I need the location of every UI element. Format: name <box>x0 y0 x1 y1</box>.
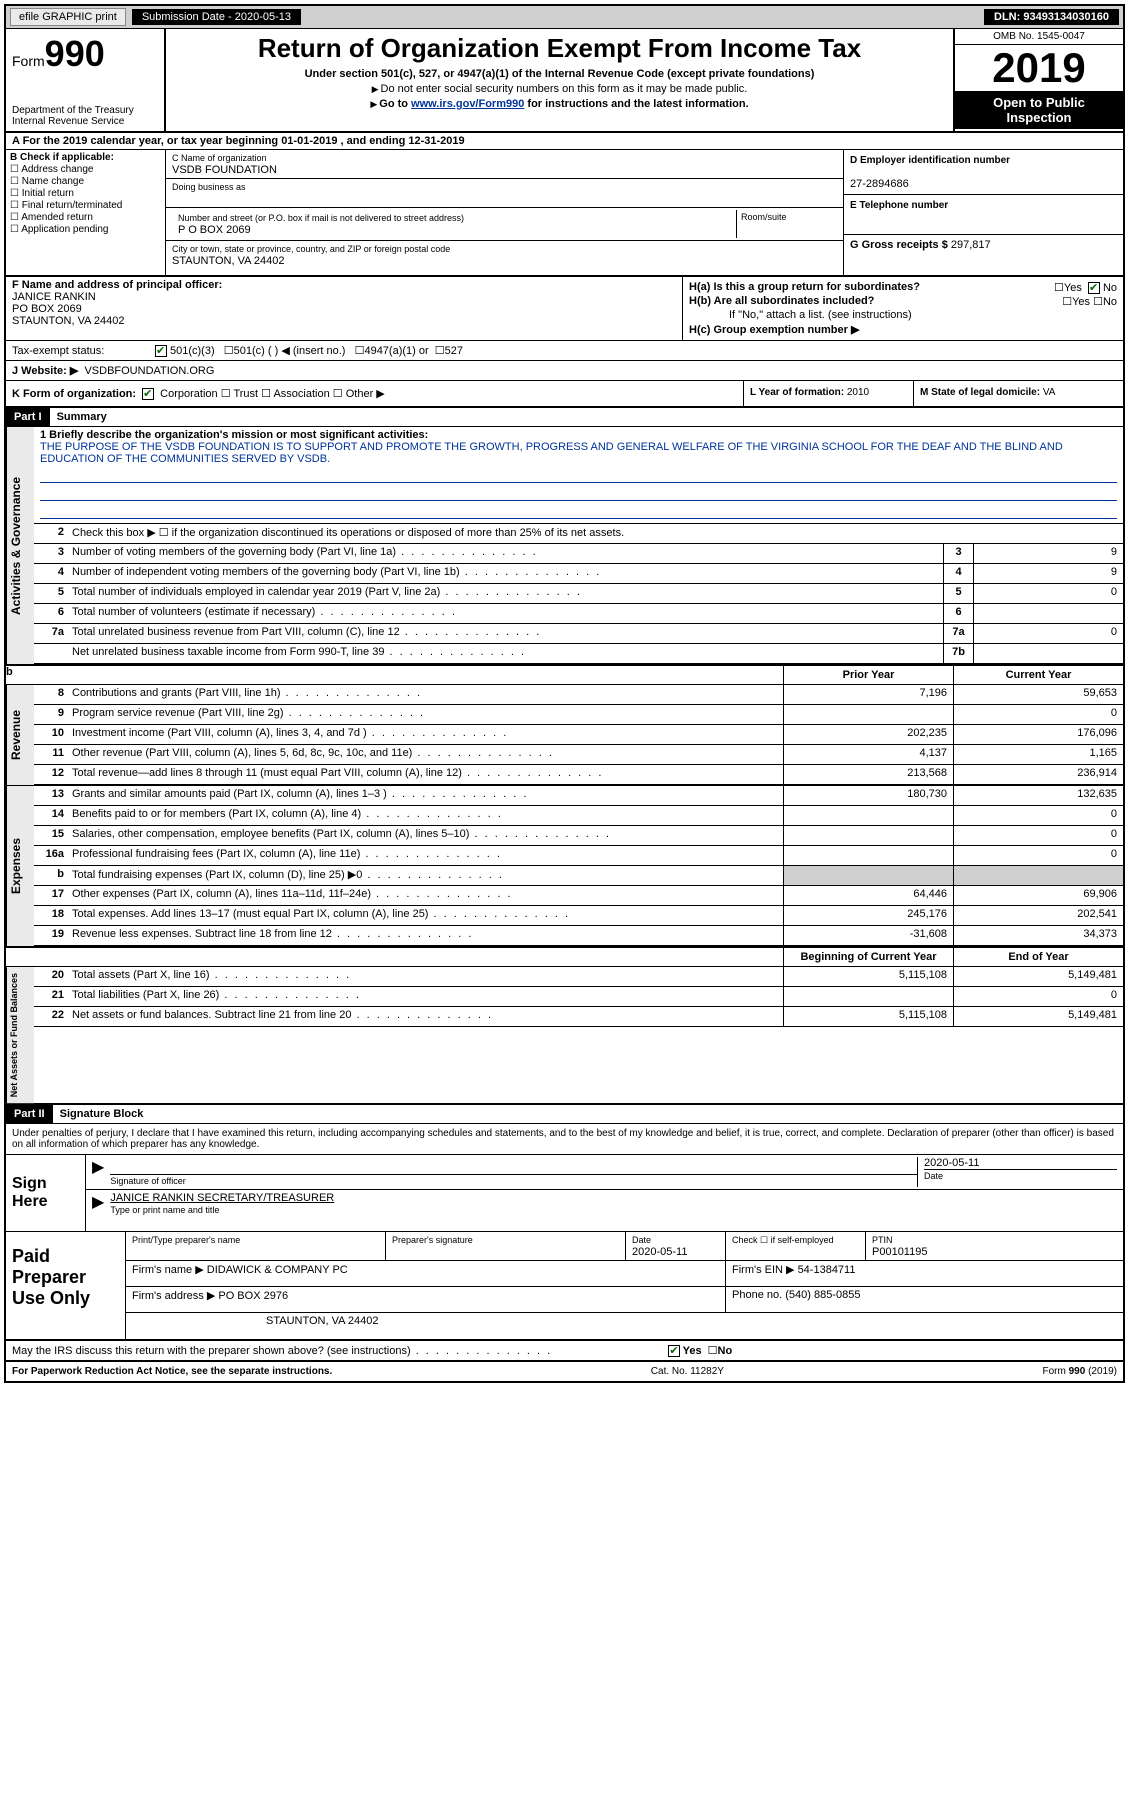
chk-discuss-yes[interactable] <box>668 1345 680 1357</box>
chk-address-change[interactable]: ☐ Address change <box>10 164 161 175</box>
money-line: 14Benefits paid to or for members (Part … <box>34 806 1123 826</box>
mission-text: THE PURPOSE OF THE VSDB FOUNDATION IS TO… <box>40 441 1063 465</box>
money-line: 13Grants and similar amounts paid (Part … <box>34 786 1123 806</box>
chk-name-change[interactable]: ☐ Name change <box>10 176 161 187</box>
money-line: 19Revenue less expenses. Subtract line 1… <box>34 926 1123 946</box>
entity-block: B Check if applicable: ☐ Address change … <box>6 150 1123 277</box>
ein-value: 27-2894686 <box>850 178 909 190</box>
gov-line: 4Number of independent voting members of… <box>34 564 1123 584</box>
chk-501c3[interactable] <box>155 345 167 357</box>
col-b-checkboxes: B Check if applicable: ☐ Address change … <box>6 150 166 275</box>
part1-header: Part I Summary <box>6 408 1123 427</box>
dln-label: DLN: 93493134030160 <box>984 9 1119 25</box>
chk-pending[interactable]: ☐ Application pending <box>10 224 161 235</box>
money-line: 12Total revenue—add lines 8 through 11 (… <box>34 765 1123 785</box>
form-header: Form990 Department of the Treasury Inter… <box>6 29 1123 133</box>
gov-line: 7aTotal unrelated business revenue from … <box>34 624 1123 644</box>
website-value: VSDBFOUNDATION.ORG <box>84 365 214 377</box>
money-line: 16aProfessional fundraising fees (Part I… <box>34 846 1123 866</box>
page-footer: For Paperwork Reduction Act Notice, see … <box>6 1362 1123 1381</box>
netassets-section: Net Assets or Fund Balances 20Total asse… <box>6 967 1123 1103</box>
gov-line: Net unrelated business taxable income fr… <box>34 644 1123 664</box>
efile-button[interactable]: efile GRAPHIC print <box>10 8 126 26</box>
row-a-period: A For the 2019 calendar year, or tax yea… <box>6 133 1123 150</box>
gov-line: 3Number of voting members of the governi… <box>34 544 1123 564</box>
chk-corp[interactable] <box>142 388 154 400</box>
money-line: 18Total expenses. Add lines 13–17 (must … <box>34 906 1123 926</box>
expenses-section: Expenses 13Grants and similar amounts pa… <box>6 785 1123 946</box>
sign-here-block: Sign Here ▶ Signature of officer 2020-05… <box>6 1154 1123 1232</box>
ssn-note: Do not enter social security numbers on … <box>176 83 943 95</box>
gov-line: 5Total number of individuals employed in… <box>34 584 1123 604</box>
officer-sig-name: JANICE RANKIN SECRETARY/TREASURER <box>110 1192 334 1204</box>
form-number: Form990 <box>12 33 158 75</box>
money-line: bTotal fundraising expenses (Part IX, co… <box>34 866 1123 886</box>
revenue-section: Revenue 8Contributions and grants (Part … <box>6 685 1123 785</box>
row-i-tax-status: Tax-exempt status: 501(c)(3) ☐ 501(c) ( … <box>6 341 1123 361</box>
part2-header: Part II Signature Block <box>6 1103 1123 1124</box>
declaration-text: Under penalties of perjury, I declare th… <box>6 1124 1123 1154</box>
officer-group-block: F Name and address of principal officer:… <box>6 277 1123 341</box>
money-line: 21Total liabilities (Part X, line 26)0 <box>34 987 1123 1007</box>
tax-year: 2019 <box>955 45 1123 91</box>
officer-name: JANICE RANKIN <box>12 291 96 303</box>
org-name: VSDB FOUNDATION <box>172 164 277 176</box>
row-k: K Form of organization: Corporation ☐ Tr… <box>6 381 1123 408</box>
money-line: 15Salaries, other compensation, employee… <box>34 826 1123 846</box>
paid-preparer-block: Paid Preparer Use Only Print/Type prepar… <box>6 1232 1123 1341</box>
money-line: 9Program service revenue (Part VIII, lin… <box>34 705 1123 725</box>
goto-note: Go to www.irs.gov/Form990 for instructio… <box>176 98 943 110</box>
col-c-name-addr: C Name of organizationVSDB FOUNDATION Do… <box>166 150 843 275</box>
form-container: efile GRAPHIC print Submission Date - 20… <box>4 4 1125 1383</box>
form-subtitle: Under section 501(c), 527, or 4947(a)(1)… <box>176 68 943 80</box>
org-address: P O BOX 2069 <box>178 224 251 236</box>
chk-initial-return[interactable]: ☐ Initial return <box>10 188 161 199</box>
chk-amended[interactable]: ☐ Amended return <box>10 212 161 223</box>
omb-number: OMB No. 1545-0047 <box>955 29 1123 45</box>
org-city: STAUNTON, VA 24402 <box>172 255 285 267</box>
gov-line: 6Total number of volunteers (estimate if… <box>34 604 1123 624</box>
chk-final-return[interactable]: ☐ Final return/terminated <box>10 200 161 211</box>
money-line: 10Investment income (Part VIII, column (… <box>34 725 1123 745</box>
governance-section: Activities & Governance 1 Briefly descri… <box>6 427 1123 664</box>
chk-group-no[interactable] <box>1088 282 1100 294</box>
money-line: 8Contributions and grants (Part VIII, li… <box>34 685 1123 705</box>
row-j-website: J Website: ▶ VSDBFOUNDATION.ORG <box>6 361 1123 381</box>
dept-label: Department of the Treasury Internal Reve… <box>12 105 158 127</box>
form-title: Return of Organization Exempt From Incom… <box>176 33 943 64</box>
gross-receipts: 297,817 <box>951 239 991 251</box>
top-bar: efile GRAPHIC print Submission Date - 20… <box>6 6 1123 29</box>
money-line: 17Other expenses (Part IX, column (A), l… <box>34 886 1123 906</box>
open-inspection: Open to Public Inspection <box>955 91 1123 129</box>
money-line: 11Other revenue (Part VIII, column (A), … <box>34 745 1123 765</box>
submission-date: Submission Date - 2020-05-13 <box>132 9 301 25</box>
irs-link[interactable]: www.irs.gov/Form990 <box>411 98 524 110</box>
money-line: 20Total assets (Part X, line 16)5,115,10… <box>34 967 1123 987</box>
discuss-row: May the IRS discuss this return with the… <box>6 1341 1123 1362</box>
firm-name: DIDAWICK & COMPANY PC <box>207 1264 348 1276</box>
col-de: D Employer identification number27-28946… <box>843 150 1123 275</box>
money-line: 22Net assets or fund balances. Subtract … <box>34 1007 1123 1027</box>
